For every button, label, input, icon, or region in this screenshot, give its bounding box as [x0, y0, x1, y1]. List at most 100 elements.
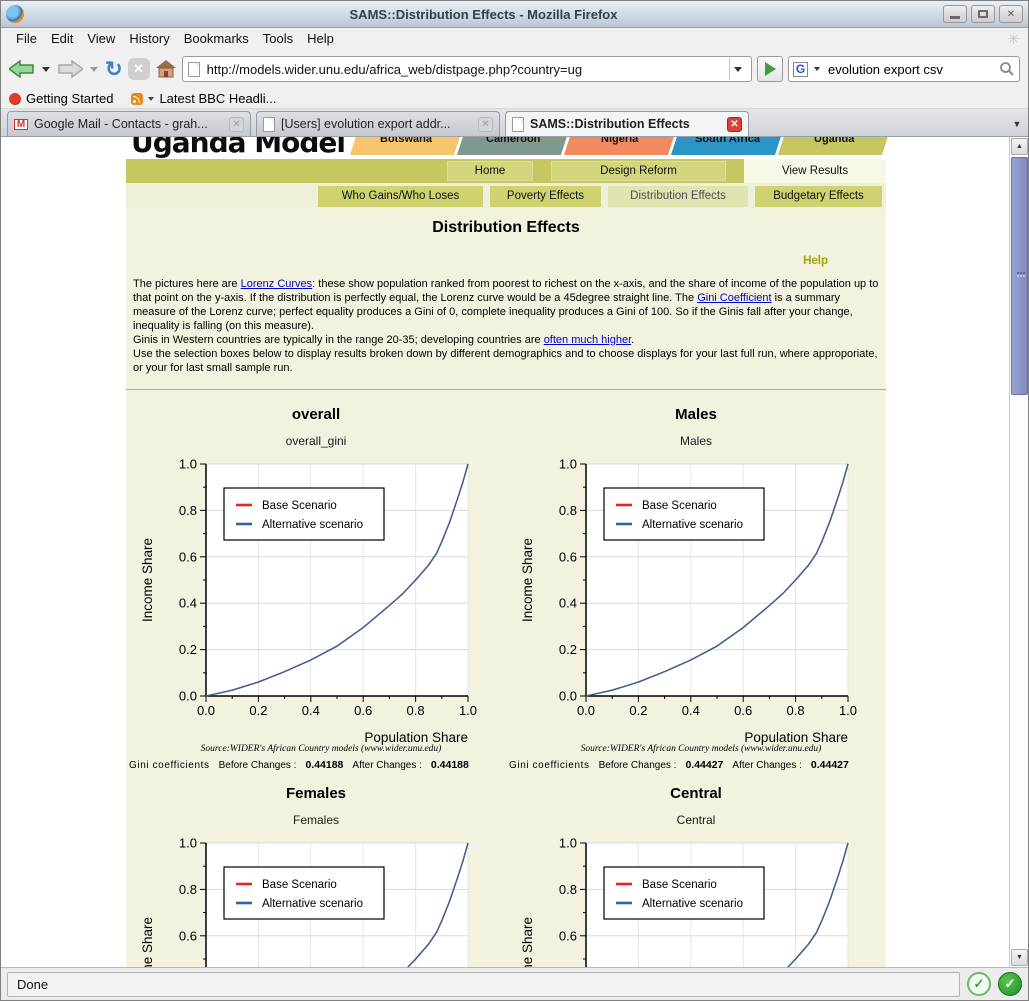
inline-link[interactable]: Gini Coefficient [697, 291, 772, 304]
svg-text:0.4: 0.4 [302, 703, 320, 718]
home-icon [155, 60, 176, 78]
help-link[interactable]: Help [803, 255, 828, 267]
status-text: Done [7, 971, 960, 997]
menu-edit[interactable]: Edit [50, 31, 74, 46]
close-button[interactable]: ✕ [999, 5, 1023, 23]
svg-text:Base Scenario: Base Scenario [642, 879, 717, 891]
url-history-dropdown[interactable] [729, 58, 746, 80]
navigation-toolbar: ↻ ✕ G [1, 49, 1028, 89]
menu-view[interactable]: View [87, 31, 116, 46]
page-icon [187, 61, 200, 77]
back-button[interactable] [9, 60, 35, 78]
chart-subtitle: Females [292, 812, 339, 827]
page-scrollbar[interactable]: ▲ ▼ [1009, 137, 1028, 967]
lorenz-curve-chart: 0.00.00.20.20.40.40.60.60.80.81.01.0Base… [136, 835, 496, 967]
forward-button[interactable] [57, 60, 83, 78]
tab-list-dropdown[interactable]: ▼ [1012, 119, 1022, 129]
page-title: Distribution Effects [432, 219, 580, 236]
svg-text:Population Share: Population Share [364, 730, 468, 745]
chart-source-note: Source:WIDER's African Country models (w… [580, 743, 822, 754]
url-bar[interactable] [181, 56, 752, 82]
scroll-up-button[interactable]: ▲ [1011, 138, 1028, 155]
gini-coefficients: Gini coefficients Before Changes : 0.444… [509, 758, 849, 771]
svg-text:Income Share: Income Share [520, 538, 535, 622]
tab-bar: M Google Mail - Contacts - grah... ✕ [Us… [1, 109, 1028, 137]
menu-bookmarks[interactable]: Bookmarks [183, 31, 249, 46]
country-tab-botswana[interactable]: Botswana [349, 137, 463, 155]
bookmarks-bar: Getting Started Latest BBC Headli... [1, 89, 1028, 109]
scroll-down-button[interactable]: ▼ [1011, 949, 1028, 966]
chart-title: Central [670, 784, 722, 802]
close-icon: ✕ [1006, 8, 1016, 20]
tab-close-icon[interactable]: ✕ [478, 116, 493, 132]
country-tab-cameroon[interactable]: Cameroon [456, 137, 570, 155]
minimize-button[interactable] [943, 5, 967, 23]
tab-close-icon[interactable]: ✕ [727, 116, 742, 132]
country-tab-south-africa[interactable]: South Africa [670, 137, 784, 155]
search-engine-dropdown[interactable] [814, 67, 820, 71]
nav-design-reform[interactable]: Design Reform [551, 161, 726, 181]
inline-link[interactable]: often much higher [543, 333, 632, 346]
svg-text:Alternative scenario: Alternative scenario [262, 519, 363, 531]
nav-budgetary-effects[interactable]: Budgetary Effects [755, 185, 882, 207]
tab-gmail[interactable]: M Google Mail - Contacts - grah... ✕ [7, 111, 251, 136]
menu-help[interactable]: Help [307, 31, 334, 46]
search-icon[interactable] [999, 61, 1015, 77]
bookmark-getting-started[interactable]: Getting Started [9, 91, 113, 106]
svg-text:Alternative scenario: Alternative scenario [642, 898, 743, 910]
go-button[interactable] [757, 56, 783, 82]
chart-title: Males [675, 405, 717, 423]
forward-dropdown[interactable] [90, 66, 98, 72]
menu-history[interactable]: History [129, 31, 170, 46]
svg-text:1.0: 1.0 [559, 456, 577, 471]
country-tab-uganda[interactable]: Uganda [777, 137, 891, 155]
tab-label: Google Mail - Contacts - grah... [34, 117, 208, 131]
bookmark-bbc-feed[interactable]: Latest BBC Headli... [131, 91, 277, 106]
search-input[interactable] [826, 60, 995, 78]
menu-tools[interactable]: Tools [262, 31, 294, 46]
svg-text:0.6: 0.6 [179, 549, 197, 564]
maximize-button[interactable] [971, 5, 995, 23]
rss-icon [131, 92, 144, 105]
nav-view-results[interactable]: View Results [744, 159, 886, 183]
home-button[interactable] [155, 59, 177, 79]
nav-home[interactable]: Home [447, 161, 533, 181]
country-tab-nigeria[interactable]: Nigeria [563, 137, 677, 155]
back-dropdown[interactable] [42, 66, 50, 72]
inline-link[interactable]: Lorenz Curves [240, 278, 313, 290]
scrollbar-thumb[interactable] [1011, 157, 1028, 395]
svg-text:Alternative scenario: Alternative scenario [262, 898, 363, 910]
svg-text:Base Scenario: Base Scenario [262, 500, 337, 512]
svg-text:0.0: 0.0 [197, 703, 215, 718]
nav-poverty-effects[interactable]: Poverty Effects [490, 185, 601, 207]
svg-text:0.8: 0.8 [179, 503, 197, 518]
site-header: Uganda Model Botswana Cameroon Nigeria S… [126, 137, 891, 159]
nav-distribution-effects[interactable]: Distribution Effects [608, 185, 748, 207]
search-bar[interactable]: G [788, 56, 1020, 82]
svg-text:Income Share: Income Share [520, 917, 535, 967]
svg-text:1.0: 1.0 [459, 703, 477, 718]
url-input[interactable] [204, 60, 724, 78]
svg-text:0.0: 0.0 [179, 688, 197, 703]
gini-after-value: 0.44427 [810, 758, 849, 771]
svg-text:0.4: 0.4 [559, 595, 577, 610]
nav-who-gains-who-loses[interactable]: Who Gains/Who Loses [318, 185, 483, 207]
tab-sams-distribution-effects[interactable]: SAMS::Distribution Effects ✕ [505, 111, 749, 136]
chart-central: Central Central 0.00.00.20.20.40.40.60.6… [506, 771, 886, 967]
svg-text:Base Scenario: Base Scenario [642, 500, 717, 512]
tab-close-icon[interactable]: ✕ [229, 116, 244, 132]
tab-label: [Users] evolution export addr... [281, 117, 451, 131]
svg-text:0.8: 0.8 [179, 882, 197, 897]
tab-users-evolution[interactable]: [Users] evolution export addr... ✕ [256, 111, 500, 136]
chart-subtitle: Males [679, 433, 712, 448]
svg-text:1.0: 1.0 [559, 835, 577, 850]
reload-button[interactable]: ↻ [105, 57, 123, 81]
stop-button[interactable]: ✕ [127, 58, 150, 80]
arrow-up-icon: ▲ [1016, 143, 1023, 150]
gini-coefficients: Gini coefficients Before Changes : 0.441… [129, 758, 469, 771]
back-arrow-icon [9, 60, 34, 78]
menu-file[interactable]: File [16, 31, 37, 46]
svg-text:0.8: 0.8 [787, 703, 805, 718]
